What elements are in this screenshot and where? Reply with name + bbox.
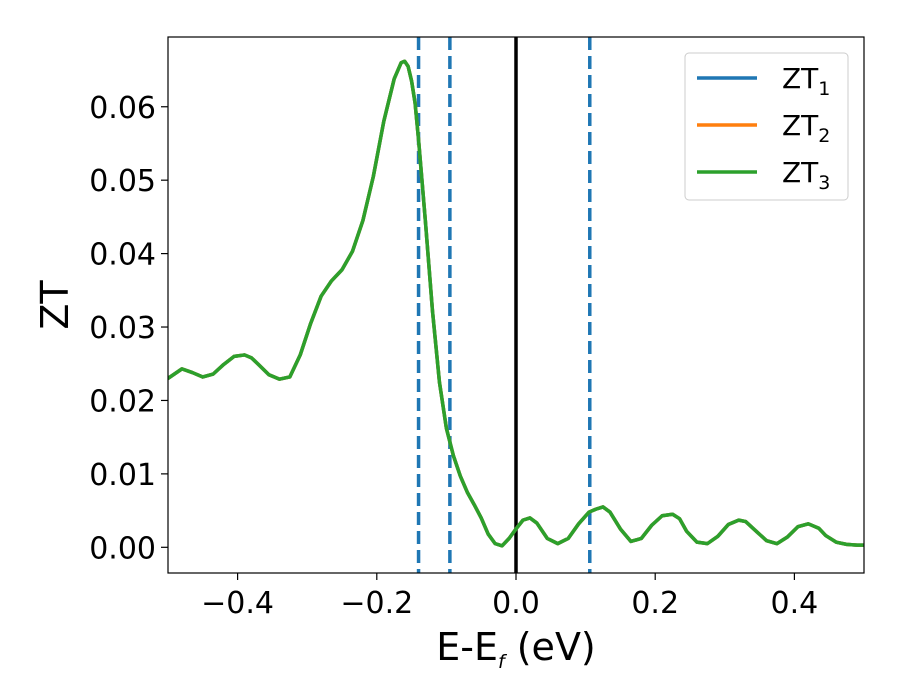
- y-tick-label: 0.05: [89, 164, 156, 199]
- legend: ZT1 ZT2 ZT3: [684, 52, 849, 201]
- y-tick-label: 0.03: [89, 311, 156, 346]
- y-tick-label: 0.02: [89, 384, 156, 419]
- y-tick-label: 0.04: [89, 238, 156, 273]
- vertical-reference-lines: [416, 37, 592, 573]
- y-axis-label: ZT: [33, 280, 77, 330]
- y-axis-ticks: 0.00 0.01 0.02 0.03 0.04 0.05 0.06: [89, 91, 168, 566]
- x-axis-label: E-Ef (eV): [436, 625, 596, 673]
- x-tick-label: 0.2: [631, 586, 679, 621]
- x-tick-label: 0.0: [492, 586, 540, 621]
- series-lines: [168, 59, 864, 548]
- y-tick-label: 0.01: [89, 458, 156, 493]
- legend-box: [684, 52, 849, 201]
- legend-label-zt1: ZT1: [782, 62, 830, 100]
- y-tick-label: 0.00: [89, 531, 156, 566]
- series-line-zt3: [168, 59, 864, 548]
- x-tick-label: −0.2: [340, 586, 413, 621]
- y-tick-label: 0.06: [89, 91, 156, 126]
- x-tick-label: 0.4: [771, 586, 819, 621]
- legend-label-zt3: ZT3: [782, 156, 830, 194]
- x-tick-label: −0.4: [201, 586, 274, 621]
- legend-label-zt2: ZT2: [782, 109, 830, 147]
- x-axis-ticks: −0.4 −0.2 0.0 0.2 0.4: [201, 573, 818, 621]
